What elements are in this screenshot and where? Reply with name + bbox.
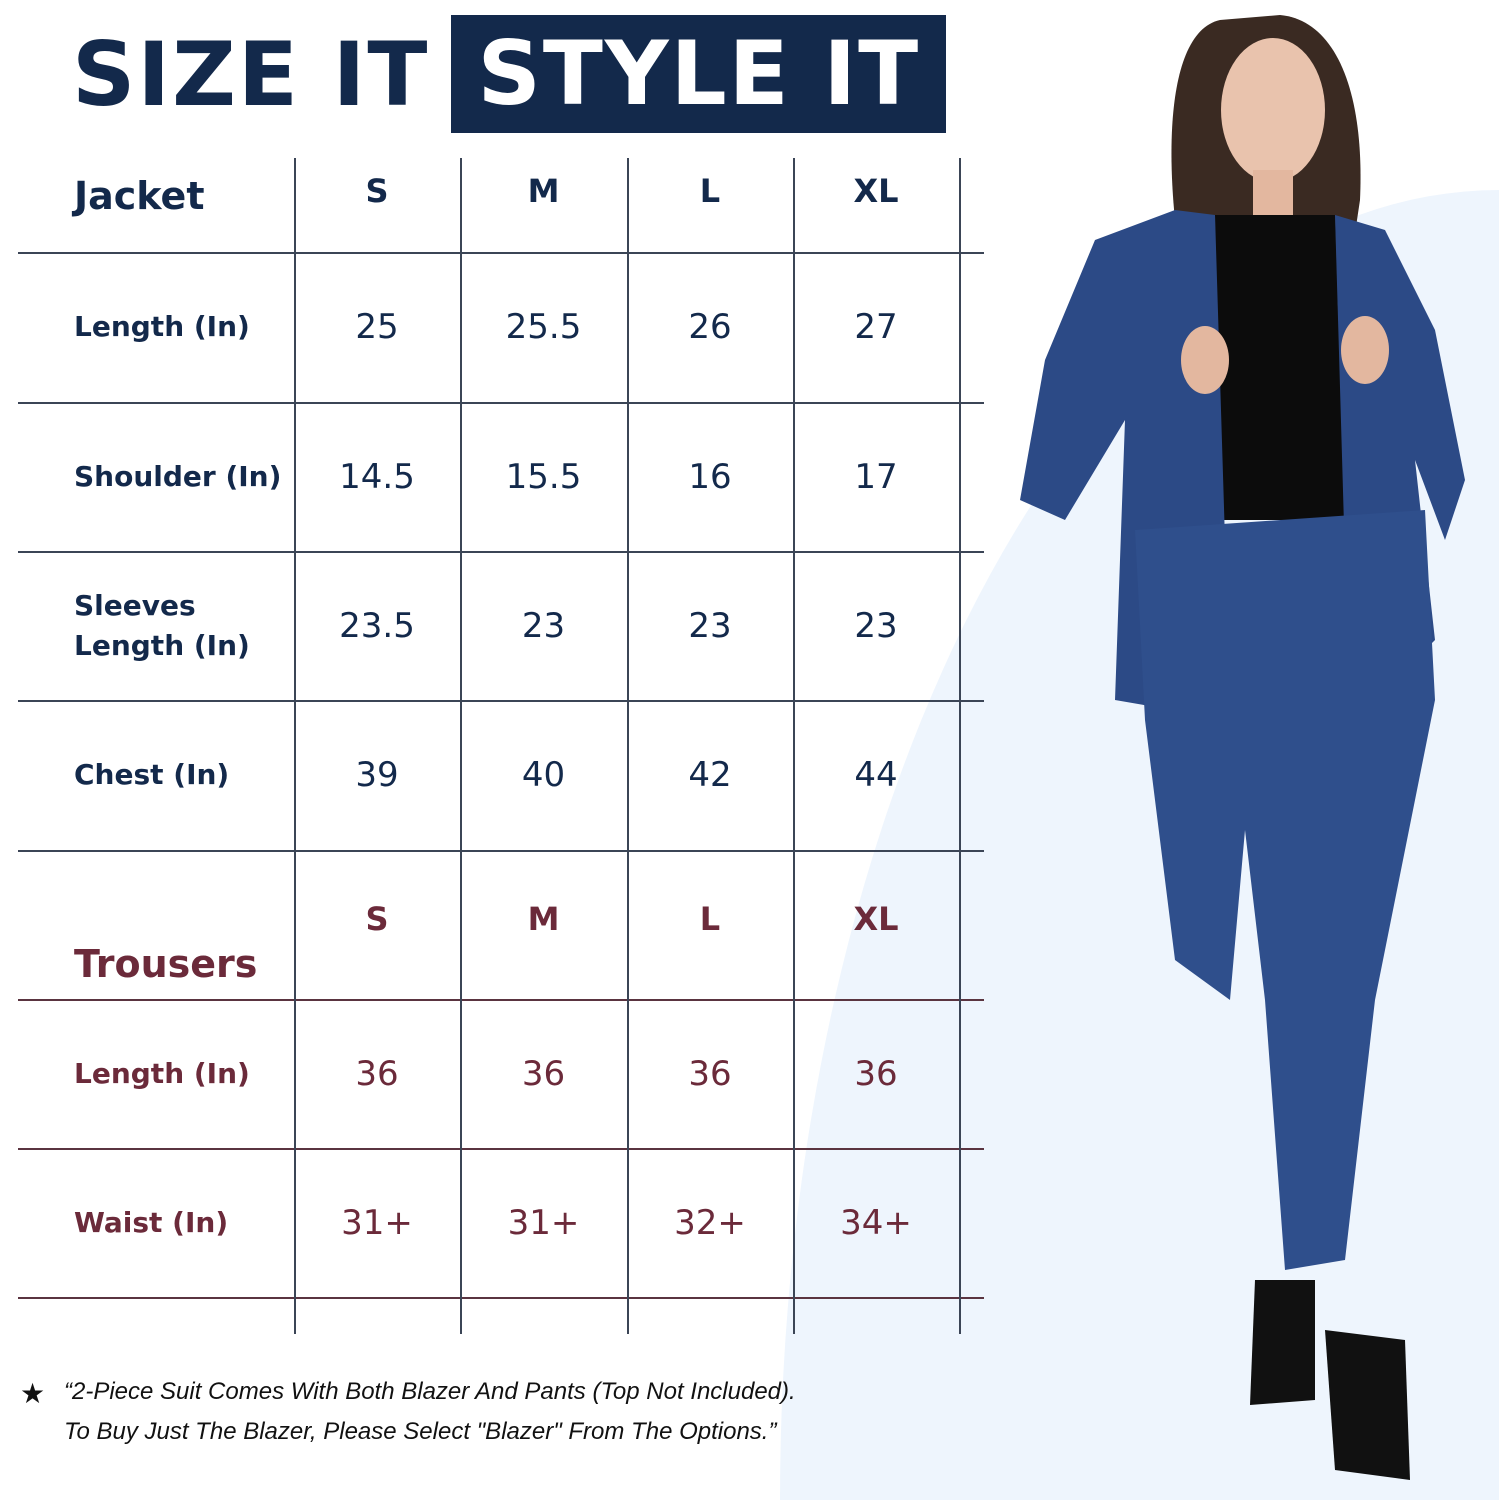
title-style-it: STYLE IT [451, 15, 947, 133]
jacket-value-cell: 40 [521, 755, 566, 795]
jacket-size-header: M [527, 172, 560, 210]
footnote-line-1: “2-Piece Suit Comes With Both Blazer And… [64, 1378, 796, 1405]
trousers-value-cell: 31+ [507, 1202, 580, 1243]
jacket-row-label: Shoulder (In) [74, 459, 282, 493]
jacket-value-cell: 16 [688, 456, 732, 497]
jacket-value-cell: 27 [854, 307, 898, 347]
title-size-it: SIZE IT [72, 22, 430, 126]
jacket-value-cell: 14.5 [339, 456, 415, 497]
footnote: ★ “2-Piece Suit Comes With Both Blazer A… [20, 1372, 796, 1452]
trousers-value-cell: 32+ [674, 1202, 746, 1243]
row-divider [18, 999, 984, 1001]
jacket-row-label: Length (In) [74, 310, 250, 343]
row-divider [18, 252, 984, 254]
column-divider [294, 158, 296, 1334]
face [1221, 38, 1325, 182]
trousers-size-header: S [365, 900, 389, 938]
row-divider [18, 700, 984, 702]
jacket-value-cell: 23 [854, 605, 898, 646]
column-divider [793, 158, 795, 1334]
row-divider [18, 1297, 984, 1299]
row-divider [18, 551, 984, 553]
jacket-value-cell: 42 [688, 755, 732, 795]
jacket-value-cell: 26 [688, 307, 732, 347]
jacket-row-label: Chest (In) [74, 758, 230, 791]
jacket-value-cell: 23 [521, 605, 566, 646]
star-icon: ★ [20, 1378, 46, 1409]
hand-left [1181, 326, 1229, 394]
trousers-size-header: M [527, 900, 560, 938]
model-photo [1020, 15, 1465, 1480]
jacket-value-cell: 15.5 [505, 456, 582, 497]
jacket-value-cell: 44 [854, 755, 898, 795]
trousers-size-header: XL [853, 900, 899, 938]
shoe-left [1250, 1280, 1315, 1405]
jacket-value-cell: 25.5 [505, 307, 582, 347]
jacket-value-cell: 39 [355, 755, 399, 795]
trousers-value-cell: 36 [854, 1053, 898, 1094]
jacket-value-cell: 23 [688, 605, 732, 646]
black-top [1215, 215, 1345, 520]
trousers-value-cell: 36 [688, 1053, 732, 1094]
page-title: SIZE IT STYLE IT [72, 15, 947, 133]
row-divider [18, 402, 984, 404]
trousers-row-label: Length (In) [74, 1056, 250, 1090]
trousers-row-label: Waist (In) [74, 1205, 229, 1239]
column-divider [460, 158, 462, 1334]
footnote-line-2: To Buy Just The Blazer, Please Select "B… [64, 1418, 777, 1445]
jacket-row-label: Sleeves Length (In) [74, 588, 250, 662]
jacket-value-cell: 17 [854, 456, 898, 497]
trousers-value-cell: 34+ [840, 1202, 912, 1243]
jacket-size-header: S [365, 172, 389, 210]
jacket-size-header: L [699, 172, 721, 210]
row-divider [18, 850, 984, 852]
trousers-value-cell: 36 [355, 1053, 399, 1094]
jacket-value-cell: 23.5 [339, 605, 415, 646]
jacket-heading: Jacket [74, 174, 205, 218]
neck [1253, 170, 1293, 220]
hand-right [1341, 316, 1389, 384]
jacket-value-cell: 25 [355, 307, 399, 347]
jacket-size-header: XL [853, 172, 899, 210]
column-divider [959, 158, 961, 1334]
row-divider [18, 1148, 984, 1150]
trousers-size-header: L [699, 900, 721, 938]
column-divider [627, 158, 629, 1334]
shoe-right [1325, 1330, 1410, 1480]
trousers-heading: Trousers [74, 942, 258, 986]
trousers-value-cell: 31+ [341, 1202, 413, 1243]
trousers [1135, 510, 1435, 1270]
trousers-value-cell: 36 [521, 1053, 566, 1094]
